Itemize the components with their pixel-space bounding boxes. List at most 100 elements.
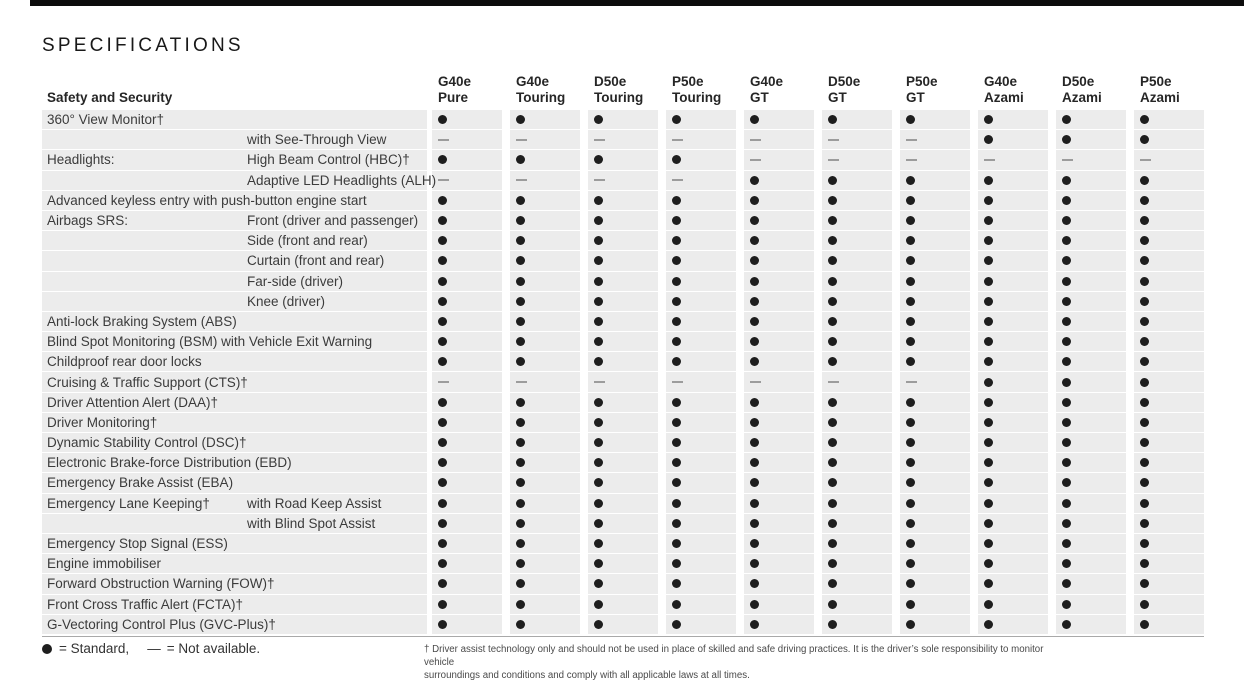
- standard-dot-icon: [984, 316, 993, 326]
- value-cell: [432, 332, 502, 352]
- standard-dot-icon: [1062, 539, 1071, 549]
- not-available-dash-icon: [594, 138, 605, 141]
- standard-dot-icon: [594, 337, 603, 347]
- standard-dot-icon: [1140, 276, 1149, 286]
- standard-dot-icon: [438, 619, 447, 629]
- value-cell: [900, 190, 970, 210]
- standard-dot-icon: [984, 498, 993, 508]
- standard-dot-icon: [828, 296, 837, 306]
- standard-dot-icon: [672, 216, 681, 226]
- table-row: with See-Through View: [42, 130, 1204, 150]
- value-cell: [822, 554, 892, 574]
- table-row: Electronic Brake-force Distribution (EBD…: [42, 453, 1204, 473]
- standard-dot-icon: [984, 599, 993, 609]
- row-label-cell: Headlights: High Beam Control (HBC)†: [42, 150, 427, 170]
- value-cell: [588, 554, 658, 574]
- standard-dot-icon: [594, 155, 603, 165]
- column-header-p50e-touring: P50e Touring: [666, 74, 736, 105]
- value-cell: [1056, 110, 1126, 130]
- column-header-trim: Touring: [594, 89, 644, 105]
- value-cell: [432, 412, 502, 432]
- not-available-dash-icon: [516, 138, 527, 141]
- standard-dot-icon: [516, 518, 525, 528]
- row-label-cell: Side (front and rear): [42, 231, 427, 251]
- not-available-dash-icon: [516, 179, 527, 182]
- standard-dot-icon: [1140, 478, 1149, 488]
- standard-dot-icon: [594, 518, 603, 528]
- value-cell: [1056, 453, 1126, 473]
- standard-dot-icon: [516, 458, 525, 468]
- row-label: Engine immobiliser: [47, 556, 162, 572]
- standard-dot-icon: [672, 498, 681, 508]
- standard-dot-icon: [750, 559, 759, 569]
- value-cell: [1056, 372, 1126, 392]
- row-label-cell: Anti-lock Braking System (ABS): [42, 311, 427, 332]
- value-cell: [510, 513, 580, 533]
- value-cell: [510, 332, 580, 352]
- standard-dot-icon: [1140, 397, 1149, 407]
- value-cell: [978, 513, 1048, 533]
- column-header-model: P50e: [1140, 74, 1172, 89]
- standard-dot-icon: [672, 115, 681, 125]
- value-cell: [588, 210, 658, 231]
- standard-dot-icon: [594, 559, 603, 569]
- value-cell: [432, 493, 502, 513]
- standard-dot-icon: [594, 397, 603, 407]
- row-sublabel: with Road Keep Assist: [247, 495, 382, 511]
- standard-dot-icon: [750, 296, 759, 306]
- standard-dot-icon: [828, 579, 837, 589]
- standard-dot-icon: [750, 438, 759, 448]
- standard-dot-icon: [828, 175, 837, 185]
- value-cell: [666, 150, 736, 170]
- value-cell: [744, 291, 814, 311]
- column-header-p50e-azami: P50e Azami: [1134, 74, 1204, 105]
- row-label: Emergency Stop Signal (ESS): [47, 536, 228, 552]
- standard-dot-icon: [906, 498, 915, 508]
- row-label-cell: Adaptive LED Headlights (ALH): [42, 170, 436, 190]
- standard-dot-icon: [594, 498, 603, 508]
- column-header-model: G40e: [750, 74, 784, 89]
- value-cell: [978, 614, 1048, 634]
- value-cell: [588, 473, 658, 493]
- row-label: Airbags SRS:: [47, 213, 129, 229]
- standard-dot-icon: [1140, 438, 1149, 448]
- not-available-dash-icon: [438, 138, 449, 141]
- standard-dot-icon: [1062, 619, 1071, 629]
- column-header-d50e-azami: D50e Azami: [1056, 74, 1126, 105]
- standard-dot-icon: [438, 539, 447, 549]
- value-cell: [588, 533, 658, 554]
- standard-dot-icon: [438, 316, 447, 326]
- value-cell: [978, 231, 1048, 251]
- standard-dot-icon: [594, 216, 603, 226]
- standard-dot-icon: [984, 135, 993, 145]
- standard-dot-icon: [438, 417, 447, 427]
- standard-dot-icon: [828, 599, 837, 609]
- value-cell: [432, 614, 502, 634]
- value-cell: [432, 352, 502, 372]
- standard-dot-icon: [828, 478, 837, 488]
- value-cell: [510, 372, 580, 392]
- value-cell: [666, 533, 736, 554]
- value-cell: [822, 513, 892, 533]
- standard-dot-icon: [516, 619, 525, 629]
- row-sublabel: with See-Through View: [247, 132, 387, 148]
- legend: = Standard, — = Not available.: [42, 641, 260, 656]
- row-sublabel: Far-side (driver): [247, 273, 344, 289]
- value-cell: [666, 352, 736, 372]
- standard-dot-icon: [750, 619, 759, 629]
- standard-dot-icon: [516, 599, 525, 609]
- value-cell: [1134, 352, 1204, 372]
- standard-dot-icon: [906, 115, 915, 125]
- value-cell: [1134, 574, 1204, 594]
- standard-dot-icon: [984, 357, 993, 367]
- value-cell: [822, 473, 892, 493]
- row-label-cell: Engine immobiliser: [42, 554, 427, 574]
- standard-dot-icon: [984, 256, 993, 266]
- column-header-d50e-gt: D50e GT: [822, 74, 892, 105]
- standard-dot-icon: [1062, 599, 1071, 609]
- value-cell: [900, 251, 970, 271]
- value-cell: [1134, 412, 1204, 432]
- value-cell: [744, 473, 814, 493]
- value-cell: [1056, 574, 1126, 594]
- row-label-cell: Curtain (front and rear): [42, 251, 427, 271]
